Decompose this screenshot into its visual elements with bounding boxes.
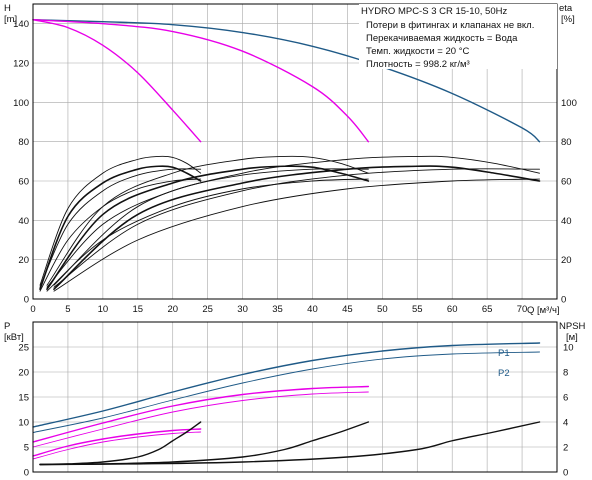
y-tick-label: 120 bbox=[13, 59, 29, 70]
y-tick-label: 4 bbox=[563, 418, 568, 429]
npsh-axis-ticks: 0 2 4 6 8 10 bbox=[563, 343, 574, 479]
efficiency-axis-ticks: 0 20 40 60 80 100 bbox=[561, 98, 577, 306]
power-npsh-series-2 bbox=[32, 385, 370, 443]
info-line: Плотность = 998.2 кг/м³ bbox=[366, 59, 470, 70]
y-tick-label: 100 bbox=[561, 98, 577, 109]
x-tick-label: 65 bbox=[482, 304, 493, 315]
x-tick-label: 55 bbox=[412, 304, 423, 315]
x-tick-label: 70 bbox=[517, 304, 528, 315]
x-tick-label: 15 bbox=[133, 304, 144, 315]
p2-series-label: P2 bbox=[498, 368, 510, 379]
y-tick-label: 15 bbox=[18, 393, 29, 404]
head-axis-unit: [m] bbox=[4, 14, 17, 25]
npsh-axis-unit: [м] bbox=[566, 332, 578, 343]
flow-axis-unit: [м³/ч] bbox=[537, 305, 560, 316]
y-tick-label: 140 bbox=[13, 19, 29, 30]
y-tick-label: 0 bbox=[24, 468, 29, 479]
info-line: Потери в фитингах и клапанах не вкл. bbox=[366, 20, 534, 31]
y-tick-label: 0 bbox=[561, 295, 566, 306]
power-npsh-series-5 bbox=[32, 431, 202, 460]
efficiency-axis-unit: [%] bbox=[561, 14, 575, 25]
head-eta-series-1 bbox=[32, 19, 370, 143]
head-eta-series-7 bbox=[46, 165, 370, 290]
power-npsh-curves bbox=[32, 342, 541, 466]
power-axis-unit: [кВт] bbox=[4, 332, 24, 343]
head-eta-series-14 bbox=[53, 168, 540, 288]
head-eta-series-8 bbox=[46, 155, 369, 286]
head-eta-series-2 bbox=[32, 19, 202, 143]
head-eta-series-9 bbox=[46, 178, 369, 292]
y-tick-label: 20 bbox=[18, 368, 29, 379]
y-tick-label: 80 bbox=[18, 137, 29, 148]
head-efficiency-curves bbox=[32, 19, 541, 292]
head-axis-ticks: 0 20 40 60 80 100 120 140 bbox=[13, 19, 29, 305]
head-axis-label: H bbox=[4, 3, 11, 14]
head-eta-series-4 bbox=[39, 155, 202, 286]
x-tick-label: 50 bbox=[377, 304, 388, 315]
p1-series-label: P1 bbox=[498, 348, 510, 359]
x-tick-label: 25 bbox=[202, 304, 213, 315]
y-tick-label: 60 bbox=[18, 177, 29, 188]
y-tick-label: 10 bbox=[18, 418, 29, 429]
x-tick-label: 45 bbox=[342, 304, 353, 315]
power-npsh-series-3 bbox=[32, 391, 369, 448]
head-eta-series-0 bbox=[32, 19, 541, 143]
y-tick-label: 20 bbox=[561, 255, 572, 266]
head-eta-series-3 bbox=[39, 165, 202, 290]
head-eta-series-11 bbox=[53, 165, 541, 290]
y-tick-label: 80 bbox=[561, 137, 572, 148]
y-tick-label: 5 bbox=[24, 443, 29, 454]
x-tick-label: 5 bbox=[65, 304, 70, 315]
y-tick-label: 20 bbox=[18, 255, 29, 266]
y-tick-label: 0 bbox=[563, 468, 568, 479]
power-npsh-series-6 bbox=[39, 421, 202, 466]
y-tick-label: 100 bbox=[13, 98, 29, 109]
info-line: Темп. жидкости = 20 °C bbox=[366, 46, 469, 57]
flow-axis-label: Q bbox=[527, 305, 534, 316]
x-tick-label: 10 bbox=[98, 304, 109, 315]
y-tick-label: 40 bbox=[561, 216, 572, 227]
efficiency-axis-label: eta bbox=[559, 3, 573, 14]
head-eta-series-12 bbox=[53, 155, 540, 286]
npsh-axis-label: NPSH bbox=[559, 321, 586, 332]
power-npsh-series-4 bbox=[32, 428, 202, 457]
y-tick-label: 6 bbox=[563, 393, 568, 404]
x-tick-label: 30 bbox=[237, 304, 248, 315]
y-tick-label: 10 bbox=[563, 343, 574, 354]
flow-axis-ticks: 0 5 10 15 20 25 30 35 40 45 50 55 60 65 70 bbox=[30, 304, 527, 315]
head-eta-series-5 bbox=[39, 178, 202, 292]
info-box: HYDRO MPC-S 3 CR 15-10, 50Hz Потери в фи… bbox=[359, 4, 557, 70]
head-efficiency-plot-frame bbox=[32, 3, 558, 300]
y-tick-label: 0 bbox=[24, 295, 29, 306]
power-npsh-series-8 bbox=[39, 421, 541, 466]
x-tick-label: 60 bbox=[447, 304, 458, 315]
power-npsh-plot-frame bbox=[32, 321, 558, 473]
power-npsh-series-0 bbox=[32, 342, 541, 428]
chart-title: HYDRO MPC-S 3 CR 15-10, 50Hz bbox=[361, 6, 507, 17]
power-npsh-series-1 bbox=[32, 351, 540, 433]
x-tick-label: 40 bbox=[307, 304, 318, 315]
x-tick-label: 20 bbox=[167, 304, 178, 315]
power-axis-ticks: 0 5 10 15 20 25 bbox=[18, 343, 29, 479]
y-tick-label: 25 bbox=[18, 343, 29, 354]
y-tick-label: 8 bbox=[563, 368, 568, 379]
power-axis-label: P bbox=[4, 321, 10, 332]
power-npsh-grid bbox=[32, 322, 557, 473]
x-tick-label: 0 bbox=[30, 304, 35, 315]
y-tick-label: 60 bbox=[561, 177, 572, 188]
x-tick-label: 35 bbox=[272, 304, 283, 315]
y-tick-label: 40 bbox=[18, 216, 29, 227]
head-eta-series-6 bbox=[39, 168, 202, 288]
head-eta-series-13 bbox=[53, 178, 540, 292]
y-tick-label: 2 bbox=[563, 443, 568, 454]
info-line: Перекачиваемая жидкость = Вода bbox=[366, 33, 518, 44]
